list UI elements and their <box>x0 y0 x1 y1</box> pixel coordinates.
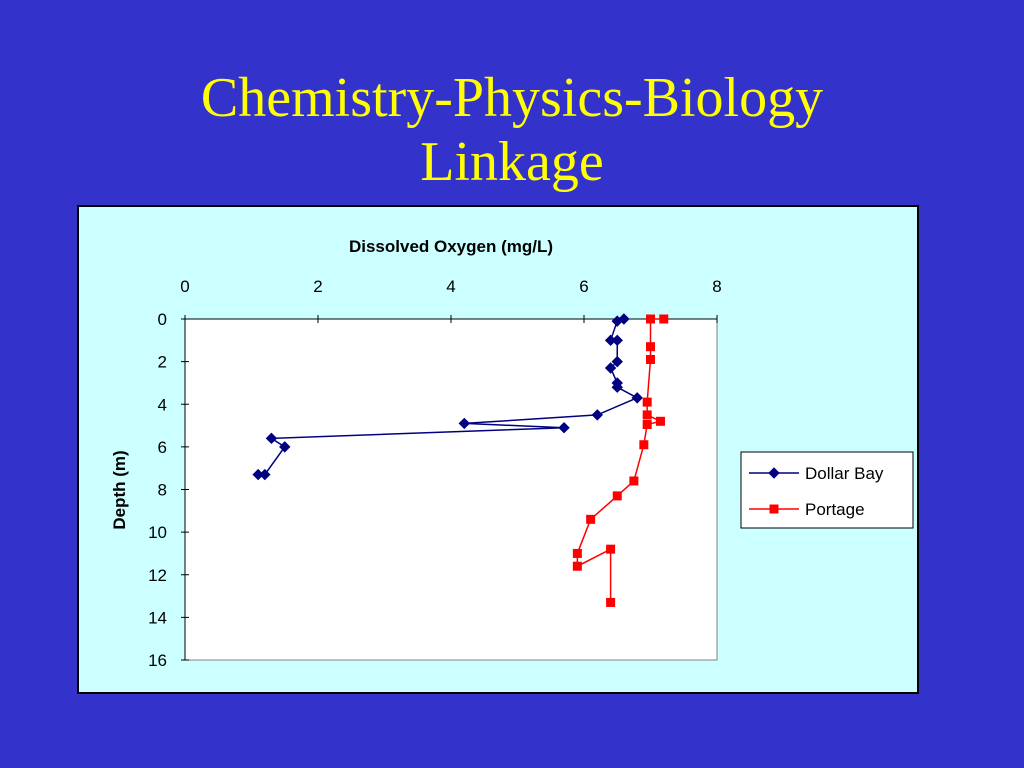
y-tick-label: 2 <box>158 353 167 372</box>
legend: Dollar Bay Portage <box>740 451 914 529</box>
data-point-dollar-bay <box>279 441 291 453</box>
data-point-portage <box>646 354 655 364</box>
y-tick-label: 10 <box>148 523 167 542</box>
data-point-dollar-bay <box>458 417 471 430</box>
series-portage <box>572 314 669 607</box>
legend-box <box>740 451 914 529</box>
data-point-dollar-bay <box>558 421 570 434</box>
x-tick-label: 8 <box>712 277 721 296</box>
x-tick-label: 4 <box>446 277 455 296</box>
data-point-portage <box>572 548 582 558</box>
slide-title-line-1: Chemistry-Physics-Biology <box>200 67 824 129</box>
plot-area <box>185 319 717 660</box>
y-tick-label: 0 <box>158 310 167 329</box>
series-layer <box>252 313 669 607</box>
data-point-dollar-bay <box>611 334 623 347</box>
data-point-portage <box>642 397 652 407</box>
data-point-portage <box>606 597 616 607</box>
data-point-portage <box>629 476 639 486</box>
y-tick-label: 14 <box>148 608 167 627</box>
y-axis-label: Depth (m) <box>110 450 129 529</box>
legend-marker-portage <box>769 504 779 514</box>
y-tick-label: 4 <box>158 395 167 414</box>
data-point-dollar-bay <box>611 355 623 368</box>
legend-label-portage: Portage <box>805 500 865 519</box>
data-point-portage <box>642 410 652 420</box>
y-tick-label: 8 <box>158 481 167 500</box>
data-point-portage <box>586 514 596 524</box>
data-point-portage <box>646 314 655 324</box>
series-dollar-bay <box>252 313 643 481</box>
data-point-portage <box>639 440 649 450</box>
data-point-dollar-bay <box>604 362 617 374</box>
y-tick-label: 16 <box>148 651 167 670</box>
chart-title: Dissolved Oxygen (mg/L) <box>349 237 553 256</box>
data-point-portage <box>646 342 655 352</box>
data-point-dollar-bay <box>631 392 643 404</box>
axes: 0 2 4 6 8 0 2 4 6 8 10 12 14 16 <box>148 277 722 670</box>
x-tick-label: 2 <box>313 277 322 296</box>
series-line-portage <box>576 318 664 603</box>
data-point-portage <box>655 416 665 426</box>
dissolved-oxygen-chart: Dissolved Oxygen (mg/L) Depth (m) 0 2 4 6 80… <box>110 237 914 670</box>
legend-marker-dollar-bay <box>768 467 780 479</box>
data-point-portage <box>642 419 652 429</box>
slide-title: Chemistry-Physics-Biology Linkage <box>0 66 1024 194</box>
data-point-dollar-bay <box>252 468 264 481</box>
data-point-portage <box>572 561 582 571</box>
data-point-portage <box>659 314 669 324</box>
x-tick-label: 0 <box>180 277 189 296</box>
data-point-dollar-bay <box>611 381 623 393</box>
data-point-portage <box>612 491 622 501</box>
data-point-portage <box>606 544 616 554</box>
slide-title-line-2: Linkage <box>420 131 604 193</box>
data-point-dollar-bay <box>611 315 623 327</box>
data-point-dollar-bay <box>265 432 278 445</box>
y-tick-label: 12 <box>148 566 167 585</box>
data-point-dollar-bay <box>591 409 604 421</box>
legend-label-dollar-bay: Dollar Bay <box>805 464 884 483</box>
x-tick-label: 6 <box>579 277 588 296</box>
y-tick-label: 6 <box>158 438 167 457</box>
